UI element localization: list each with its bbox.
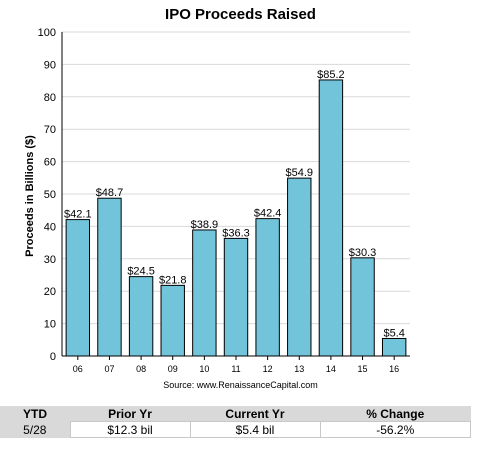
y-tick-label: 10: [44, 319, 56, 331]
bar-13: [287, 177, 312, 357]
y-tick-label: 70: [44, 124, 56, 136]
x-tick-label: 16: [389, 364, 399, 374]
chart-title: IPO Proceeds Raised: [165, 6, 316, 23]
data-label: $24.5: [127, 266, 155, 278]
y-tick-label: 30: [44, 254, 56, 266]
bar-chart: 0 10 20 30 40 50 60 70 80 90 100 $42.1 06 $48.7 07 $24.…: [24, 27, 410, 374]
y-tick-label: 40: [44, 221, 56, 233]
source-note: Source: www.RenaissanceCapital.com: [163, 380, 318, 390]
bar-09: [160, 284, 185, 357]
data-label: $30.3: [349, 247, 377, 259]
bar-12: [255, 218, 280, 357]
data-label: $42.4: [254, 208, 282, 220]
x-tick-label: 10: [199, 364, 209, 374]
cell-current-yr: $5.4 bil: [189, 421, 321, 438]
x-tick-label: 15: [358, 364, 368, 374]
bar-10: [192, 229, 217, 357]
data-label: $36.3: [222, 227, 250, 239]
data-label: $5.4: [383, 328, 404, 340]
header-current-yr: Current Yr: [190, 406, 320, 422]
data-label: $48.7: [96, 187, 124, 199]
data-label: $85.2: [317, 69, 345, 81]
cell-prior-yr: $12.3 bil: [69, 421, 191, 438]
bar-14: [318, 79, 344, 357]
x-tick-label: 13: [294, 364, 304, 374]
header-pct-change: % Change: [320, 406, 471, 422]
bar-11: [223, 237, 249, 357]
header-prior-yr: Prior Yr: [70, 406, 190, 422]
y-tick-label: 20: [44, 286, 56, 298]
cell-ytd-date: 5/28: [0, 421, 70, 438]
data-label: $38.9: [191, 219, 219, 231]
data-label: $21.8: [159, 274, 187, 286]
y-tick-label: 60: [44, 157, 56, 169]
ytd-data-row: 5/28 $12.3 bil $5.4 bil -56.2%: [0, 421, 471, 438]
y-tick-label: 0: [50, 351, 56, 363]
bar-15: [350, 257, 375, 357]
data-label: $54.9: [286, 167, 314, 179]
y-axis-title: Proceeds in Billions ($): [24, 135, 36, 257]
y-tick-label: 80: [44, 92, 56, 104]
x-tick-label: 07: [104, 364, 114, 374]
y-tick-label: 100: [38, 27, 56, 39]
cell-pct-change: -56.2%: [319, 421, 471, 438]
x-tick-label: 08: [136, 364, 146, 374]
x-tick-label: 12: [263, 364, 273, 374]
bar-07: [97, 197, 122, 357]
header-ytd: YTD: [0, 406, 70, 422]
y-tick-label: 90: [44, 59, 56, 71]
x-tick-label: 11: [231, 364, 240, 374]
bar-06: [65, 219, 91, 357]
y-tick-label: 50: [44, 189, 56, 201]
ytd-header-row: YTD Prior Yr Current Yr % Change: [0, 406, 471, 422]
data-label: $42.1: [64, 209, 92, 221]
x-tick-label: 06: [73, 364, 83, 374]
bar-08: [128, 276, 154, 357]
bars: [65, 79, 407, 357]
labels: 0 10 20 30 40 50 60 70 80 90 100 $42.1 06 $48.7 07 $24.…: [38, 27, 405, 374]
x-tick-label: 14: [326, 364, 336, 374]
ytd-summary-table: YTD Prior Yr Current Yr % Change 5/28 $1…: [0, 406, 471, 438]
x-tick-label: 09: [168, 364, 178, 374]
bar-16: [381, 338, 407, 357]
